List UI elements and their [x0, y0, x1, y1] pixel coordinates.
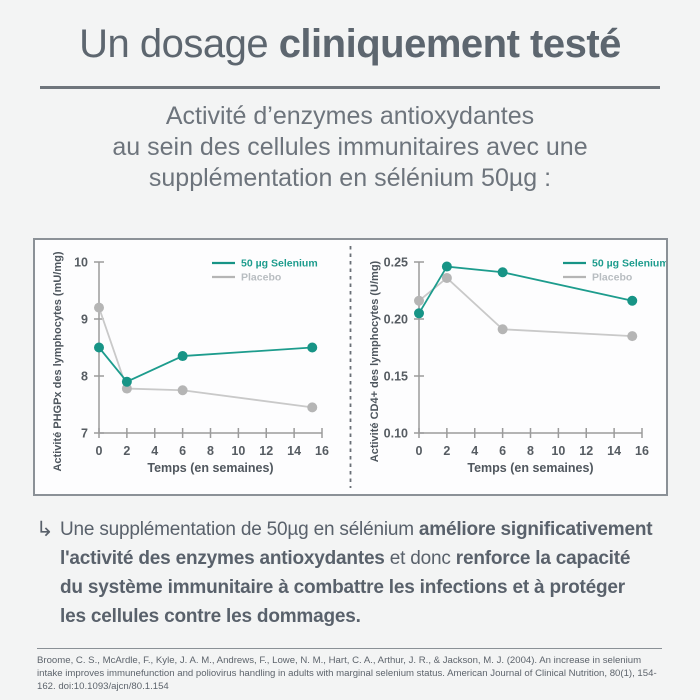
- line-charts: 7 8 9 10 0 2 4 6 8 10 12 14 16 Activité PHGPx des lym…: [52, 246, 669, 488]
- svg-text:8: 8: [81, 370, 88, 384]
- charts-panel: 7 8 9 10 0 2 4 6 8 10 12 14 16 Activité PHGPx des lym…: [33, 238, 669, 496]
- data-point: [441, 272, 452, 283]
- svg-text:9: 9: [81, 313, 88, 327]
- series-line: [418, 276, 633, 337]
- legend-label: 50 µg Selenium: [241, 258, 318, 270]
- svg-text:4: 4: [471, 444, 478, 458]
- series-line: [418, 265, 633, 314]
- svg-text:6: 6: [499, 444, 506, 458]
- data-point: [497, 324, 508, 335]
- svg-text:0.15: 0.15: [384, 370, 408, 384]
- conclusion-line: Une supplémentation de 50µg en sélénium …: [60, 519, 653, 540]
- svg-text:7: 7: [81, 427, 88, 441]
- data-point: [627, 295, 638, 306]
- data-point: [307, 402, 318, 413]
- data-point: [177, 351, 188, 362]
- y-axis-label: Activité CD4+ des lymphocytes (U/mg): [369, 260, 381, 462]
- subtitle-line: supplémentation en sélénium 50µg :: [148, 164, 552, 192]
- conclusion-line: les cellules contre les dommages.: [60, 606, 361, 627]
- legend-label: Placebo: [592, 272, 632, 284]
- series-line: [98, 346, 313, 383]
- svg-text:8: 8: [527, 444, 534, 458]
- data-point: [94, 342, 104, 353]
- y-axis-label: Activité PHGPx des lymphocytes (mU/mg): [52, 251, 64, 471]
- series-line: [98, 307, 313, 409]
- data-point: [121, 383, 132, 394]
- svg-text:2: 2: [123, 444, 130, 458]
- svg-text:10: 10: [74, 256, 88, 270]
- chart-cd4: 0.10 0.15 0.20 0.25 0 2 4 6 8 10 12 14 16 Activité CD…: [369, 256, 669, 476]
- data-point: [94, 302, 104, 313]
- svg-text:16: 16: [635, 444, 649, 458]
- svg-text:10: 10: [231, 444, 245, 458]
- svg-text:14: 14: [287, 444, 301, 458]
- data-point: [177, 385, 188, 396]
- data-point: [414, 308, 424, 319]
- subtitle: Activité d’enzymes antioxydantes au sein…: [0, 101, 700, 194]
- svg-text:0: 0: [96, 444, 103, 458]
- svg-text:6: 6: [179, 444, 186, 458]
- svg-text:0.10: 0.10: [384, 427, 408, 441]
- subtitle-line: Activité d’enzymes antioxydantes: [165, 102, 535, 130]
- svg-text:10: 10: [551, 444, 565, 458]
- conclusion: ↳ Une supplémentation de 50µg en séléniu…: [36, 515, 686, 631]
- subtitle-line: au sein des cellules immunitaires avec u…: [112, 133, 588, 161]
- x-axis-label: Temps (en semaines): [147, 461, 273, 475]
- svg-text:12: 12: [259, 444, 273, 458]
- svg-text:16: 16: [315, 444, 329, 458]
- svg-text:4: 4: [151, 444, 158, 458]
- title-underline: [40, 86, 660, 89]
- svg-text:0: 0: [416, 444, 423, 458]
- data-point: [307, 342, 318, 353]
- svg-text:12: 12: [579, 444, 593, 458]
- svg-text:2: 2: [443, 444, 450, 458]
- data-point: [121, 376, 132, 387]
- data-point: [414, 295, 424, 306]
- conclusion-text: Une supplémentation de 50µg en sélénium …: [60, 515, 653, 631]
- citation-divider: [37, 648, 662, 649]
- data-point: [627, 331, 638, 342]
- conclusion-line: du système immunitaire à combattre les i…: [60, 577, 625, 598]
- chart-phgpx: 7 8 9 10 0 2 4 6 8 10 12 14 16 Activité PHGPx des lym…: [52, 251, 329, 475]
- page-title: Un dosage cliniquement testé: [79, 22, 621, 66]
- svg-text:8: 8: [207, 444, 214, 458]
- legend-label: Placebo: [241, 272, 281, 284]
- svg-text:0.25: 0.25: [384, 256, 408, 270]
- x-axis-label: Temps (en semaines): [467, 461, 593, 475]
- citation-text: Broome, C. S., McArdle, F., Kyle, J. A. …: [37, 655, 657, 692]
- arrow-right-hook-icon: ↳: [36, 518, 54, 541]
- data-point: [497, 267, 508, 278]
- svg-text:0.20: 0.20: [384, 313, 408, 327]
- legend-label: 50 µg Selenium: [592, 258, 666, 270]
- conclusion-line: l'activité des enzymes antioxydantes et …: [60, 548, 631, 569]
- data-point: [441, 261, 452, 272]
- svg-text:14: 14: [607, 444, 621, 458]
